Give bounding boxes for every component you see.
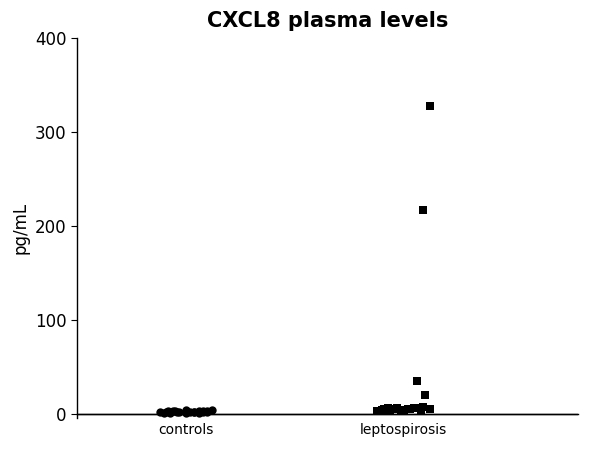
Point [383,405,393,412]
Point [198,408,208,415]
Point [396,406,406,414]
Point [190,408,199,415]
Point [181,409,190,416]
Point [190,409,199,416]
Point [418,207,428,214]
Title: CXCL8 plasma levels: CXCL8 plasma levels [207,11,448,31]
Point [421,392,430,399]
Point [412,377,421,384]
Point [181,409,190,416]
Point [161,408,171,415]
Point [416,407,426,414]
Point [377,406,386,414]
Point [203,407,212,414]
Point [186,408,195,415]
Point [207,406,217,414]
Point [166,409,175,416]
Point [159,409,168,416]
Point [194,409,203,416]
Point [155,409,164,416]
Point [425,405,435,413]
Point [379,405,389,413]
Point [181,407,190,414]
Point [168,407,177,414]
Point [403,405,413,413]
Point [390,405,399,413]
Point [425,102,435,110]
Point [418,404,428,411]
Point [399,406,408,414]
Point [172,409,181,416]
Point [410,405,419,412]
Y-axis label: pg/mL: pg/mL [11,202,29,255]
Point [174,409,184,416]
Point [405,405,415,413]
Point [164,408,173,415]
Point [198,408,208,415]
Point [412,405,421,412]
Point [373,407,382,414]
Point [170,408,180,415]
Point [392,405,402,412]
Point [203,408,212,415]
Point [386,406,395,414]
Point [194,408,203,415]
